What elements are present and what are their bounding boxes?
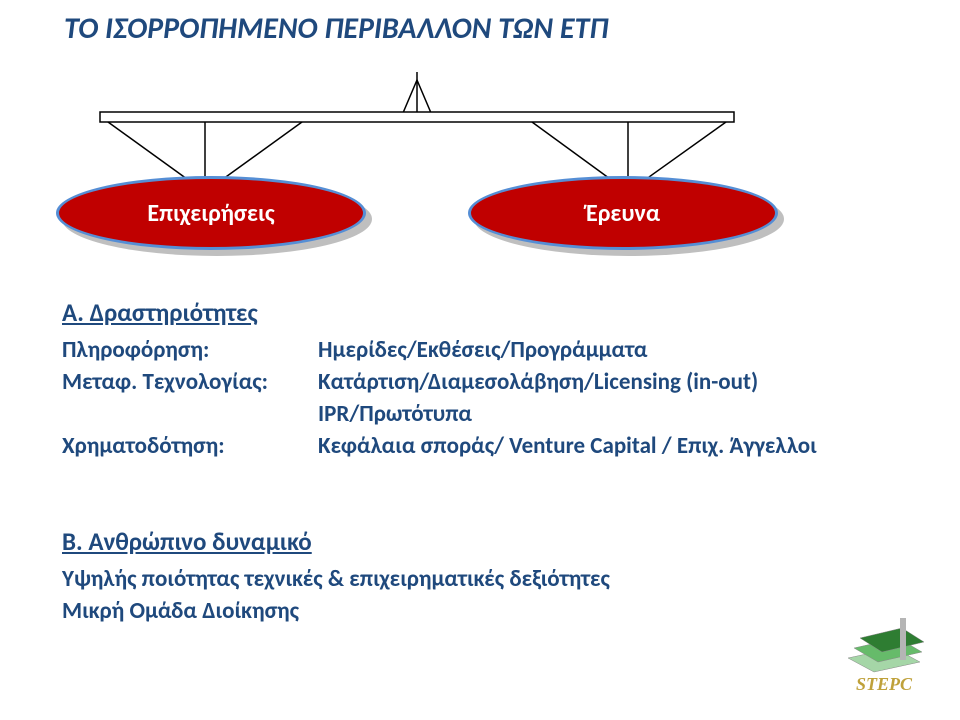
balance-diagram: Επιχειρήσεις Έρευνα	[70, 72, 770, 252]
activity-row: Μεταφ. Τεχνολογίας: Κατάρτιση/Διαμεσολάβ…	[62, 368, 817, 396]
activity-value: Κατάρτιση/Διαμεσολάβηση/Licensing (in-ou…	[318, 368, 758, 396]
section-human-resources: Β. Ανθρώπινο δυναμικό Υψηλής ποιότητας τ…	[62, 526, 610, 629]
balance-right-pan: Έρευνα	[468, 176, 778, 250]
logo-text: STEPC	[856, 674, 913, 694]
page-title: ΤΟ ΙΣΟΡΡΟΠΗΜΕΝΟ ΠΕΡΙΒΑΛΛΟΝ ΤΩΝ ΕΤΠ	[64, 10, 608, 47]
activity-row: Πληροφόρηση: Ημερίδες/Εκθέσεις/Προγράμμα…	[62, 336, 817, 364]
balance-right-label: Έρευνα	[586, 199, 660, 228]
section-a-heading: Α. Δραστηριότητες	[62, 297, 817, 328]
activity-value: Κεφάλαια σποράς/ Venture Capital / Επιχ.…	[318, 432, 817, 460]
activity-label: Μεταφ. Τεχνολογίας:	[62, 368, 318, 396]
balance-left-label: Επιχειρήσεις	[147, 199, 274, 228]
section-b-heading: Β. Ανθρώπινο δυναμικό	[62, 526, 610, 557]
activity-label: Χρηματοδότηση:	[62, 432, 318, 460]
activity-label: Πληροφόρηση:	[62, 336, 318, 364]
activity-value: Ημερίδες/Εκθέσεις/Προγράμματα	[318, 336, 648, 364]
stepc-logo: STEPC	[842, 612, 932, 702]
hr-line: Μικρή Ομάδα Διοίκησης	[62, 597, 610, 625]
balance-left-pan: Επιχειρήσεις	[56, 176, 366, 250]
activity-row: IPR/Πρωτότυπα	[62, 400, 817, 428]
beam-icon	[100, 112, 734, 122]
hr-line: Υψηλής ποιότητας τεχνικές & επιχειρηματι…	[62, 565, 610, 593]
activity-label	[62, 400, 318, 428]
stack-icon	[848, 618, 924, 672]
section-activities: Α. Δραστηριότητες Πληροφόρηση: Ημερίδες/…	[62, 297, 817, 464]
activity-value: IPR/Πρωτότυπα	[318, 400, 472, 428]
activity-row: Χρηματοδότηση: Κεφάλαια σποράς/ Venture …	[62, 432, 817, 460]
